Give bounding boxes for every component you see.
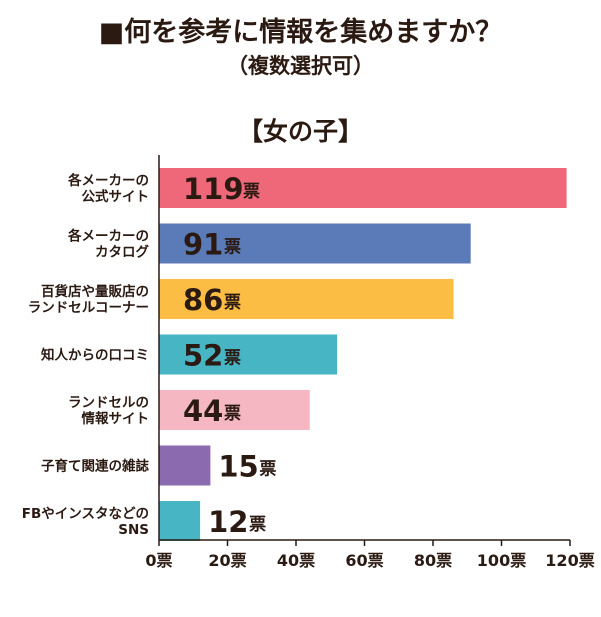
category-label-2: 各メーカーの (67, 228, 149, 245)
value-label-1: 119 (183, 172, 244, 206)
chart-subtitle: （複数選択可） (227, 54, 374, 78)
category-label-7: SNS (118, 522, 149, 538)
category-label-7: FBやインスタなどの (22, 506, 149, 522)
category-label-3: 百貨店や量販店の (41, 283, 149, 300)
value-unit-4: 票 (224, 349, 241, 369)
value-label-5: 44 (183, 394, 223, 428)
value-label-6: 15 (218, 450, 258, 484)
value-label-3: 86 (183, 283, 223, 317)
x-tick-label-100: 100票 (477, 551, 526, 570)
category-label-5: 情報サイト (82, 410, 150, 427)
value-unit-2: 票 (224, 238, 241, 258)
category-label-1: 各メーカーの (67, 172, 149, 189)
bar-6 (159, 445, 211, 486)
value-label-4: 52 (183, 339, 223, 373)
x-tick-label-40: 40票 (277, 551, 315, 570)
value-unit-5: 票 (224, 404, 241, 424)
chart-title: ■何を参考に情報を集めますか？ (98, 17, 503, 48)
category-label-5: ランドセルの (68, 395, 149, 411)
value-label-7: 12 (208, 505, 248, 539)
x-tick-label-80: 80票 (414, 551, 452, 570)
bar-3 (159, 279, 454, 319)
category-label-6: 子育て関連の雑誌 (41, 458, 149, 475)
category-label-4: 知人からの口コミ (41, 347, 149, 364)
x-tick-label-20: 20票 (208, 551, 246, 570)
bar-2 (159, 223, 471, 264)
bar-1 (159, 168, 567, 208)
x-tick-label-60: 60票 (345, 551, 383, 570)
bar-5 (159, 390, 310, 430)
category-label-2: カタログ (95, 244, 149, 261)
category-label-3: ランドセルコーナー (28, 300, 149, 316)
value-unit-3: 票 (224, 293, 241, 313)
category-label-1: 公式サイト (82, 188, 150, 205)
value-unit-1: 票 (243, 182, 260, 202)
value-unit-7: 票 (249, 515, 266, 535)
bar-7 (159, 501, 201, 541)
x-tick-label-120: 120票 (545, 551, 594, 570)
bar-4 (159, 334, 338, 375)
value-unit-6: 票 (259, 460, 276, 480)
x-tick-label-0: 0票 (145, 551, 172, 570)
value-label-2: 91 (183, 228, 223, 262)
group-label: 【女の子】 (237, 117, 363, 146)
